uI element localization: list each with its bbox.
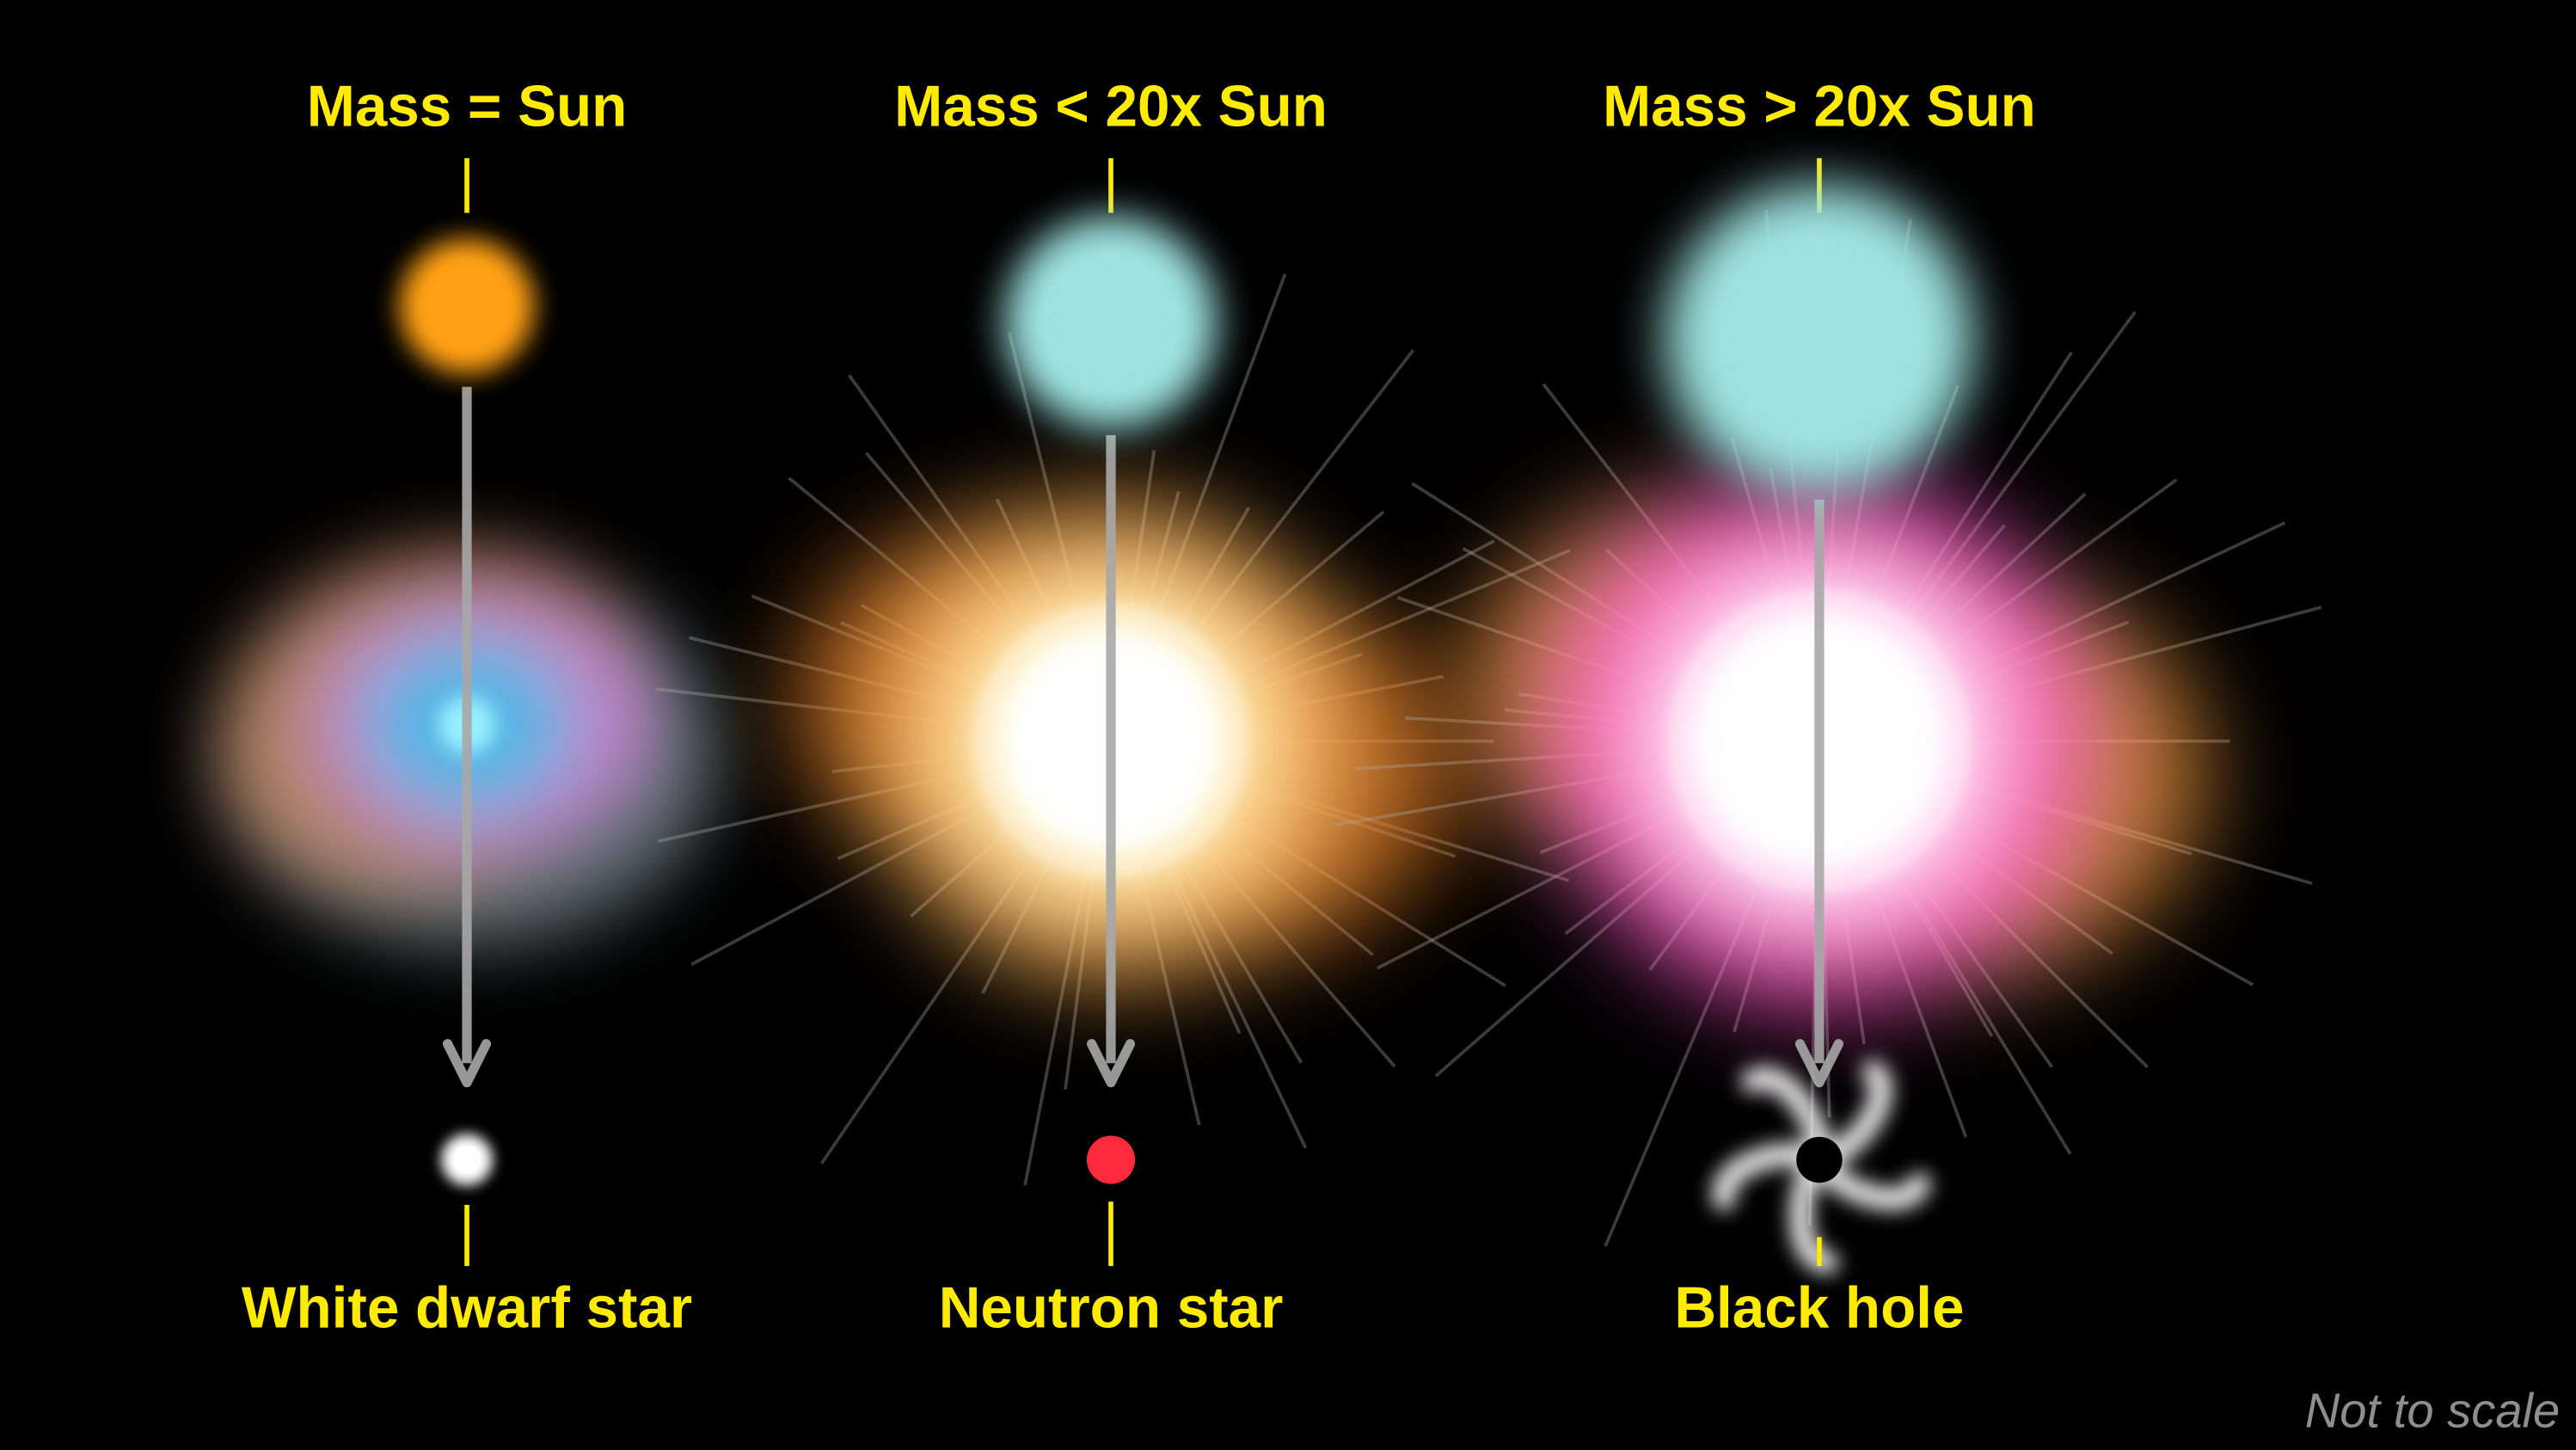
top-mass-label: Mass > 20x Sun: [1603, 74, 2036, 138]
remnant-label: White dwarf star: [242, 1275, 692, 1340]
initial-star: [1004, 216, 1217, 428]
remnant-label: Neutron star: [939, 1275, 1284, 1340]
stellar-evolution-diagram: Mass = Sun White dwarf star Mass < 20x Sun…: [0, 0, 2576, 1450]
black-hole-core: [1796, 1137, 1842, 1183]
initial-star: [1665, 184, 1974, 494]
remnant-label: Black hole: [1674, 1275, 1964, 1340]
initial-star: [399, 239, 534, 374]
top-mass-label: Mass < 20x Sun: [894, 74, 1328, 138]
footnote-not-to-scale: Not to scale: [2305, 1383, 2561, 1437]
top-mass-label: Mass = Sun: [307, 74, 628, 138]
remnant: [1087, 1135, 1135, 1183]
remnant: [441, 1134, 493, 1186]
